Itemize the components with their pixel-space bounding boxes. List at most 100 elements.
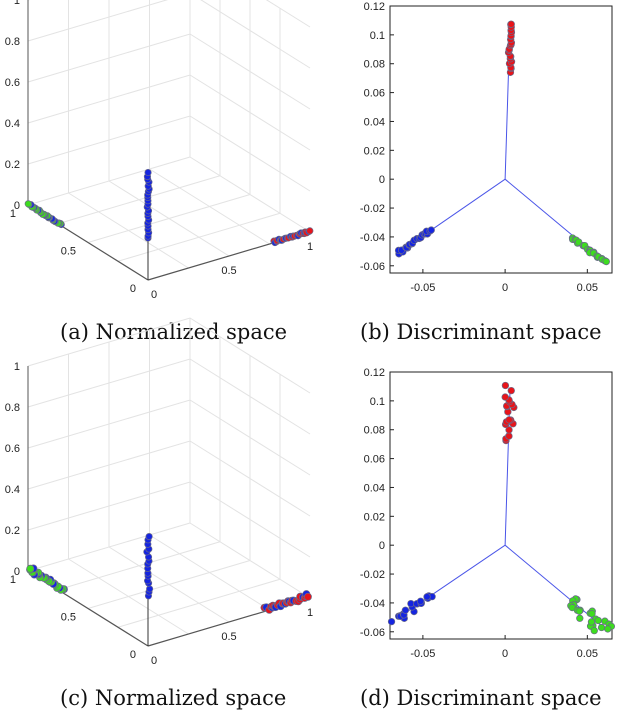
grid-line xyxy=(87,194,251,243)
data-point xyxy=(144,168,152,177)
grid-line xyxy=(27,115,311,192)
grid-line xyxy=(27,317,311,394)
data-point xyxy=(416,597,425,605)
y-tick-label: 0.06 xyxy=(364,88,385,100)
y-tick-label: 0 xyxy=(379,174,385,186)
z-tick-label: 0.8 xyxy=(5,402,20,414)
spoke-line xyxy=(504,389,511,546)
z-tick-label: 0 xyxy=(14,200,20,212)
data-point xyxy=(306,227,314,235)
panel-a-normalized-space: 0 0.2 0.4 0.6 0.8 1 1 0.5 0 0 0.5 1 xyxy=(0,0,330,310)
y-tick-label: -0.04 xyxy=(360,598,385,610)
data-point xyxy=(146,585,154,593)
y-tick-label: 0.08 xyxy=(364,425,385,437)
data-point xyxy=(501,393,509,401)
data-point xyxy=(505,416,513,424)
data-point xyxy=(145,532,153,541)
data-point xyxy=(507,386,515,395)
y-tick-label: 0.5 xyxy=(61,246,76,258)
y-tick-label: 0.1 xyxy=(370,396,385,408)
grid-line xyxy=(189,156,311,233)
caption-a: (a) Normalized space xyxy=(60,320,288,344)
x-tick-label: 0 xyxy=(151,289,157,301)
z-tick-label: 1 xyxy=(14,361,20,373)
y-tick-label: 0.02 xyxy=(364,511,385,523)
z-tick-label: 0.4 xyxy=(5,118,20,130)
x-tick-label: 0.05 xyxy=(577,648,598,660)
data-point xyxy=(427,226,435,234)
z-tick-label: 0 xyxy=(14,566,20,578)
y-tick-label: 0.5 xyxy=(61,612,76,624)
data-point xyxy=(501,381,510,390)
grid-line xyxy=(27,0,311,69)
grid-line xyxy=(27,481,311,558)
data-point xyxy=(575,607,583,615)
x-tick-label: 0 xyxy=(502,648,508,660)
x-tick-label: -0.05 xyxy=(410,282,435,294)
chart-a-3d-scatter: 0 0.2 0.4 0.6 0.8 1 1 0.5 0 0 0.5 1 xyxy=(5,0,314,301)
data-point xyxy=(505,432,513,440)
data-point xyxy=(505,426,513,434)
panel-c-normalized-space: 0 0.2 0.4 0.6 0.8 1 1 0.5 0 0 0.5 1 xyxy=(0,317,330,676)
z-tick-label: 0.2 xyxy=(5,159,20,171)
x-tick-label: 1 xyxy=(307,607,313,619)
y-tick-label: 0.02 xyxy=(364,145,385,157)
grid-line xyxy=(27,74,311,151)
data-point xyxy=(604,625,612,633)
grid-line xyxy=(57,541,221,591)
chart-b-2d-scatter: -0.06 -0.04 -0.02 0 0.02 0.04 0.06 0.08 0.1 0.12 -… xyxy=(360,1,613,294)
y-tick-label: -0.06 xyxy=(360,627,385,639)
data-point xyxy=(423,593,431,601)
y-tick-label: 0.04 xyxy=(364,482,385,494)
grid-line xyxy=(87,560,251,609)
z-tick-label: 0.8 xyxy=(5,36,20,48)
data-point xyxy=(303,592,312,601)
data-point xyxy=(507,20,515,28)
data-point xyxy=(387,617,396,626)
data-point xyxy=(576,614,584,622)
x-tick-label: -0.05 xyxy=(410,648,435,660)
chart-c-3d-scatter: 0 0.2 0.4 0.6 0.8 1 1 0.5 0 0 0.5 1 xyxy=(5,317,313,667)
caption-b: (b) Discriminant space xyxy=(360,320,602,344)
data-point xyxy=(590,626,598,635)
y-tick-label: -0.06 xyxy=(360,261,385,273)
grid-line xyxy=(27,399,311,476)
y-tick-label: 0.06 xyxy=(364,454,385,466)
z-tick-label: 0.6 xyxy=(5,443,20,455)
x-tick-label: 0 xyxy=(502,282,508,294)
panel-d-discriminant-space: -0.06 -0.04 -0.02 0 0.02 0.04 0.06 0.08 0.1 0.12 -… xyxy=(350,366,628,676)
grid-line xyxy=(27,33,311,110)
data-point xyxy=(597,623,606,632)
caption-d: (d) Discriminant space xyxy=(360,686,602,710)
data-point xyxy=(588,610,596,618)
y-tick-label: -0.02 xyxy=(360,569,385,581)
grid-line xyxy=(57,175,221,225)
y-tick-label: 0 xyxy=(130,649,136,661)
data-point xyxy=(602,257,610,266)
grid-line xyxy=(149,168,270,245)
data-point xyxy=(401,606,410,614)
grid-line xyxy=(27,156,191,206)
z-tick-label: 0.4 xyxy=(5,484,20,496)
data-point xyxy=(594,616,602,625)
grid-line xyxy=(189,522,311,599)
y-tick-label: 0.1 xyxy=(370,30,385,42)
x-tick-label: 0.5 xyxy=(221,265,236,277)
chart-d-2d-scatter: -0.06 -0.04 -0.02 0 0.02 0.04 0.06 0.08 0.1 0.12 -… xyxy=(360,367,615,660)
y-tick-label: 0.12 xyxy=(364,1,385,13)
y-tick-label: -0.02 xyxy=(360,203,385,215)
y-tick-label: 0.08 xyxy=(364,59,385,71)
grid-line xyxy=(28,0,311,28)
grid-line xyxy=(27,440,311,517)
y-tick-label: 0 xyxy=(130,283,136,295)
y-tick-label: 1 xyxy=(10,574,16,586)
x-tick-label: 1 xyxy=(307,241,313,253)
caption-c: (c) Normalized space xyxy=(60,686,287,710)
x-tick-label: 0.5 xyxy=(221,631,236,643)
grid-line xyxy=(27,522,191,572)
panel-b-discriminant-space: -0.06 -0.04 -0.02 0 0.02 0.04 0.06 0.08 0.1 0.12 -… xyxy=(350,0,628,310)
data-point xyxy=(587,618,596,626)
z-tick-label: 1 xyxy=(14,0,20,7)
x-tick-label: 0.05 xyxy=(577,282,598,294)
y-tick-label: -0.04 xyxy=(360,232,385,244)
